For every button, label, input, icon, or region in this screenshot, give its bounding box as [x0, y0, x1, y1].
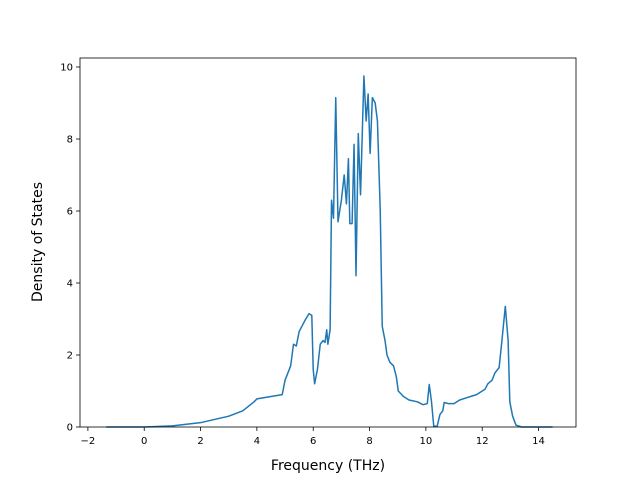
- y-tick-label: 6: [67, 207, 73, 218]
- x-tick-label: 0: [141, 436, 147, 447]
- x-tick-label: −2: [81, 436, 96, 447]
- y-tick-label: 0: [67, 423, 73, 434]
- plot-frame: [79, 57, 577, 428]
- x-axis-label: Frequency (THz): [271, 458, 385, 474]
- x-tick-label: 2: [197, 436, 203, 447]
- y-tick-label: 2: [67, 351, 73, 362]
- x-tick-label: 10: [420, 436, 433, 447]
- x-tick-label: 4: [254, 436, 260, 447]
- x-tick-label: 14: [532, 436, 545, 447]
- y-tick-label: 10: [60, 63, 73, 74]
- line-series: [106, 75, 553, 428]
- x-tick-label: 6: [310, 436, 316, 447]
- x-tick-label: 8: [366, 436, 372, 447]
- y-tick-label: 8: [67, 135, 73, 146]
- x-tick-label: 12: [476, 436, 489, 447]
- y-tick-label: 4: [67, 279, 73, 290]
- y-axis-label: Density of States: [30, 182, 46, 302]
